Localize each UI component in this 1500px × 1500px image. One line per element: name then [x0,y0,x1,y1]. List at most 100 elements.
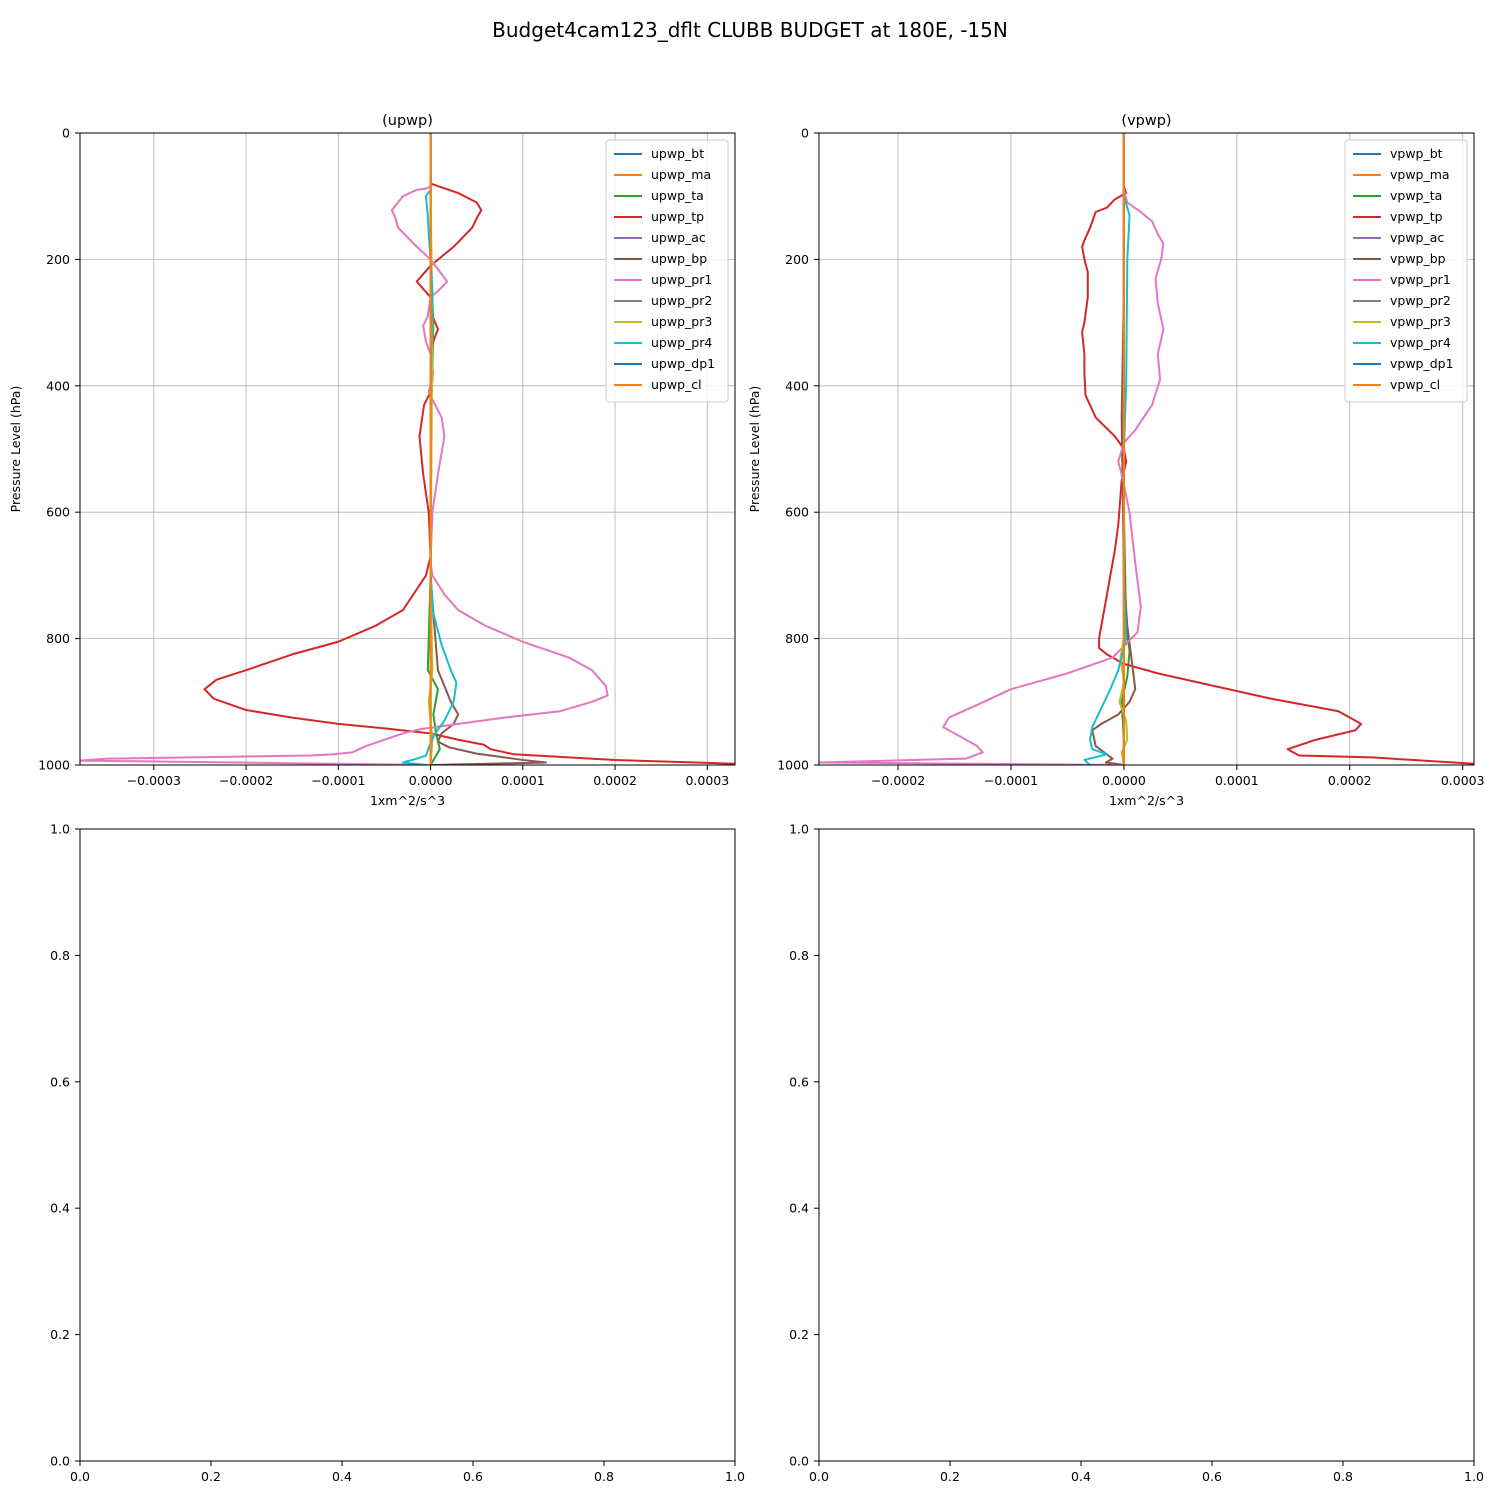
series-group [80,133,735,765]
axes-panel-4: 0.0 0.2 0.4 0.6 0.8 1.0 0.0 0.2 0.4 0.6 0.8 1.0 [789,822,1484,1485]
y-tick-label: 0.6 [50,1074,70,1089]
x-tick-label: −0.0001 [984,773,1038,788]
x-tick-label: −0.0002 [871,773,925,788]
legend-entry-label: upwp_pr4 [651,335,712,350]
series-line-vpwp_pr1 [819,133,1165,765]
x-tick-label: 0.4 [332,1469,352,1484]
legend-box [1344,139,1468,403]
legend-entry-label: vpwp_pr1 [1390,272,1451,287]
x-tick-label: 0.0001 [501,773,545,788]
legend-entry-label: upwp_bt [651,146,704,161]
x-axis-label: 1xm^2/s^3 [370,793,445,808]
legend-entry-label: upwp_pr2 [651,293,712,308]
legend-entry-label: vpwp_dp1 [1390,356,1454,371]
y-tick-label: 0.8 [50,948,70,963]
x-tick-label: 0.0002 [593,773,637,788]
y-tick-label: 1.0 [50,822,70,837]
x-tick-label: 0.0000 [409,773,453,788]
legend-entry-label: vpwp_ta [1390,188,1442,203]
x-tick-label: 1.0 [1464,1469,1484,1484]
x-tick-label: 0.2 [201,1469,221,1484]
legend-entry-label: vpwp_cl [1390,377,1440,392]
y-tick-label: 600 [785,505,809,520]
y-tick-label: 1000 [777,758,809,773]
y-tick-label: 200 [46,252,70,267]
y-tick-label: 800 [785,631,809,646]
legend-entry-label: vpwp_pr4 [1390,335,1451,350]
y-tick-label: 1000 [38,758,70,773]
legend-entry-label: upwp_pr1 [651,272,712,287]
x-tick-label: 0.8 [594,1469,614,1484]
x-tick-label: −0.0002 [219,773,273,788]
y-tick-label: 0.8 [789,948,809,963]
series-line-vpwp_tp [1081,133,1474,765]
legend-entry-label: upwp_ta [651,188,704,203]
x-tick-label: 0.0003 [1441,773,1485,788]
y-tick-label: 0.6 [789,1074,809,1089]
x-tick-label: −0.0001 [311,773,365,788]
x-tick-label: 0.2 [940,1469,960,1484]
legend-entry-label: upwp_tp [651,209,704,224]
legend: upwp_bt upwp_ma upwp_ta upwp_tp upwp_ac upwp_… [605,139,729,403]
axes-frame [818,828,1475,1462]
legend-entry-label: vpwp_bp [1390,251,1446,266]
legend-entry-label: vpwp_pr3 [1390,314,1451,329]
y-tick-label: 0.0 [50,1454,70,1469]
x-tick-label: 1.0 [725,1469,745,1484]
axes-frame [79,132,736,766]
legend-entry-label: upwp_bp [651,251,707,266]
legend-entry-label: upwp_cl [651,377,702,392]
series-line-upwp_pr4 [401,133,458,765]
axes-frame [79,828,736,1462]
legend-entry-label: upwp_dp1 [651,356,715,371]
axes-frame [818,132,1475,766]
y-tick-label: 400 [46,378,70,393]
y-tick-label: 0.2 [50,1327,70,1342]
axes-panel-3: 0.0 0.2 0.4 0.6 0.8 1.0 0.0 0.2 0.4 0.6 0.8 1.0 [50,822,745,1485]
y-tick-label: 0 [62,126,70,141]
figure-suptitle: Budget4cam123_dflt CLUBB BUDGET at 180E,… [492,18,1008,42]
y-tick-label: 400 [785,378,809,393]
x-tick-label: 0.0 [809,1469,829,1484]
y-tick-label: 0.0 [789,1454,809,1469]
axes-root: −0.0003 −0.0002 −0.0001 0.0000 0.0001 0.0002 0… [8,113,1485,1484]
axes-title: (upwp) [382,113,433,129]
x-tick-label: −0.0003 [127,773,181,788]
y-tick-label: 200 [785,252,809,267]
y-tick-label: 1.0 [789,822,809,837]
legend-entry-label: vpwp_pr2 [1390,293,1451,308]
y-tick-label: 0.4 [50,1201,70,1216]
x-tick-label: 0.6 [463,1469,483,1484]
y-tick-label: 600 [46,505,70,520]
axes-title: (vpwp) [1121,113,1171,129]
legend-entry-label: vpwp_ac [1390,230,1444,245]
legend-entry-label: upwp_pr3 [651,314,712,329]
legend-entry-label: vpwp_ma [1390,167,1450,182]
x-tick-label: 0.0002 [1328,773,1372,788]
x-tick-label: 0.8 [1333,1469,1353,1484]
y-tick-label: 0 [801,126,809,141]
x-tick-label: 0.0001 [1215,773,1259,788]
legend-box [605,139,729,403]
legend-entry-label: upwp_ac [651,230,706,245]
y-axis-label: Pressure Level (hPa) [747,386,762,513]
x-tick-label: 0.6 [1202,1469,1222,1484]
axes-panel-2: −0.0002 −0.0001 0.0000 0.0001 0.0002 0.0003 0 2… [747,113,1485,808]
series-line-vpwp_pr4 [1083,133,1131,765]
x-tick-label: 0.0003 [685,773,729,788]
x-tick-label: 0.0000 [1102,773,1146,788]
series-group [819,133,1474,765]
x-tick-label: 0.4 [1071,1469,1091,1484]
y-tick-label: 0.2 [789,1327,809,1342]
legend-entry-label: vpwp_bt [1390,146,1443,161]
y-tick-label: 0.4 [789,1201,809,1216]
x-axis-label: 1xm^2/s^3 [1109,793,1184,808]
legend: vpwp_bt vpwp_ma vpwp_ta vpwp_tp vpwp_ac vpwp_… [1344,139,1468,403]
axes-panel-1: −0.0003 −0.0002 −0.0001 0.0000 0.0001 0.0002 0… [8,113,736,808]
x-tick-label: 0.0 [70,1469,90,1484]
legend-entry-label: upwp_ma [651,167,711,182]
y-axis-label: Pressure Level (hPa) [8,386,23,513]
y-tick-label: 800 [46,631,70,646]
